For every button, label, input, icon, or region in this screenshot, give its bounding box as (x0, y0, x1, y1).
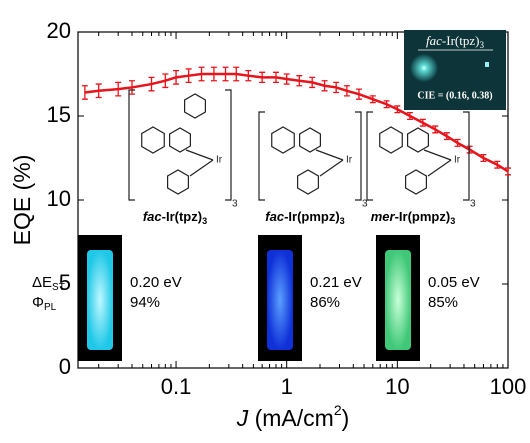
ring (300, 128, 321, 152)
compound-name: fac-Ir(pmpz)3 (265, 209, 344, 226)
y-axis-label: EQE (%) (9, 155, 35, 246)
gap-value: 0.21 eV (310, 274, 362, 291)
compound-body: -Ir(pmpz) (284, 209, 340, 224)
ring (408, 128, 429, 152)
compound-name: fac-Ir(tpz)3 (426, 33, 484, 50)
compound-body: -Ir(tpz) (442, 33, 480, 48)
x-label-part: J (236, 405, 249, 431)
bracket-sub: 3 (232, 199, 238, 210)
cuvette (267, 250, 293, 350)
compound-sub: 3 (450, 216, 455, 226)
ir-label: Ir (346, 155, 353, 166)
bond (428, 160, 451, 176)
plqy-value: 86% (310, 294, 340, 311)
y-tick-label: 10 (47, 186, 71, 211)
bond (190, 160, 213, 176)
y-tick-label: 20 (47, 18, 71, 43)
y-tick-label: 15 (47, 102, 71, 127)
ring (170, 128, 191, 152)
ring (142, 127, 165, 153)
inset-pixel (485, 62, 489, 67)
ring (168, 170, 189, 194)
bracket (129, 90, 231, 200)
bond (186, 150, 213, 160)
ring (272, 127, 295, 153)
cuvette (87, 250, 113, 350)
x-tick-label: 1 (281, 374, 293, 399)
x-label-part: ) (342, 405, 350, 431)
x-label-part: (mA/cm (248, 405, 334, 431)
row-label-main: ΔE (32, 274, 52, 291)
row-label-sub: PL (44, 302, 57, 313)
chart: 051015200.1110100EQE (%)J (mA/cm2)fac-Ir… (0, 0, 530, 438)
x-tick-label: 100 (490, 374, 527, 399)
bracket-sub: 3 (470, 199, 476, 210)
y-tick-label: 0 (59, 354, 71, 379)
compound-sub: 3 (340, 216, 345, 226)
ring (380, 127, 403, 153)
compound-prefix: fac (143, 209, 163, 224)
x-tick-label: 10 (385, 374, 409, 399)
compound-name: mer-Ir(pmpz)3 (371, 209, 456, 226)
row-label-sub: ST (52, 282, 65, 293)
compound-sub: 3 (202, 216, 207, 226)
gap-value: 0.20 eV (130, 274, 182, 291)
x-axis-label: J (mA/cm2) (236, 402, 350, 431)
plqy-value: 94% (130, 294, 160, 311)
compound-body: -Ir(pmpz) (395, 209, 451, 224)
compound-prefix: fac (265, 209, 285, 224)
compound-sub: 3 (479, 40, 484, 50)
gap-value: 0.05 eV (428, 274, 480, 291)
ir-label: Ir (454, 155, 461, 166)
row-label-main: Φ (32, 294, 44, 311)
inset-glow (410, 54, 438, 82)
ring (298, 170, 319, 194)
compound-name: fac-Ir(tpz)3 (143, 209, 207, 226)
plqy-value: 85% (428, 294, 458, 311)
ring (406, 170, 427, 194)
ir-label: Ir (216, 155, 223, 166)
bond (316, 150, 343, 160)
structure (129, 90, 231, 200)
compound-prefix: fac (426, 33, 442, 48)
row-label: ΦPL (32, 294, 57, 313)
compound-body: -Ir(tpz) (162, 209, 202, 224)
compound-prefix: mer (371, 209, 396, 224)
ring (185, 94, 206, 118)
x-tick-label: 0.1 (161, 374, 192, 399)
inset-cie: CIE = (0.16, 0.38) (417, 90, 492, 101)
bond (320, 160, 343, 176)
bond (424, 150, 451, 160)
x-label-part: 2 (334, 402, 342, 418)
cuvette (385, 250, 411, 350)
